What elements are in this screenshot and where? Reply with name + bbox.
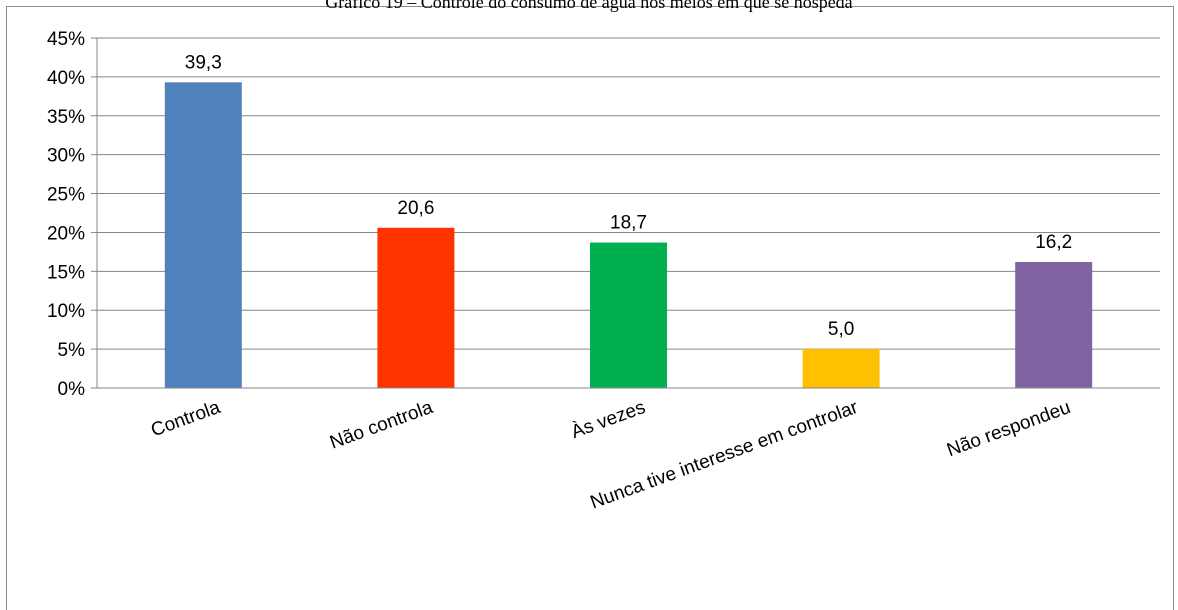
x-category-label: Às vezes	[569, 397, 649, 443]
y-tick-label: 25%	[47, 185, 85, 206]
data-label: 20,6	[397, 198, 434, 219]
y-tick-label: 30%	[47, 146, 85, 167]
bar	[377, 227, 455, 388]
y-tick-label: 20%	[47, 223, 85, 244]
y-tick-label: 0%	[58, 379, 86, 400]
data-label: 18,7	[610, 213, 647, 234]
chart-title: Gráfico 19 – Controle do consumo de água…	[325, 0, 853, 12]
y-tick-label: 5%	[58, 340, 86, 361]
x-category-label: Não controla	[327, 397, 436, 454]
bar	[164, 82, 242, 388]
bar	[802, 349, 880, 388]
y-tick-label: 45%	[47, 29, 85, 50]
data-label: 16,2	[1035, 232, 1072, 253]
x-category-label: Controla	[148, 397, 223, 441]
bar	[590, 242, 667, 388]
y-tick-label: 35%	[47, 107, 85, 128]
data-label: 5,0	[828, 319, 854, 340]
y-tick-label: 15%	[47, 262, 85, 283]
x-category-label: Não respondeu	[944, 397, 1073, 461]
data-label: 39,3	[185, 52, 222, 73]
y-tick-label: 40%	[47, 68, 85, 89]
bar	[1015, 262, 1093, 388]
y-tick-label: 10%	[47, 301, 85, 322]
